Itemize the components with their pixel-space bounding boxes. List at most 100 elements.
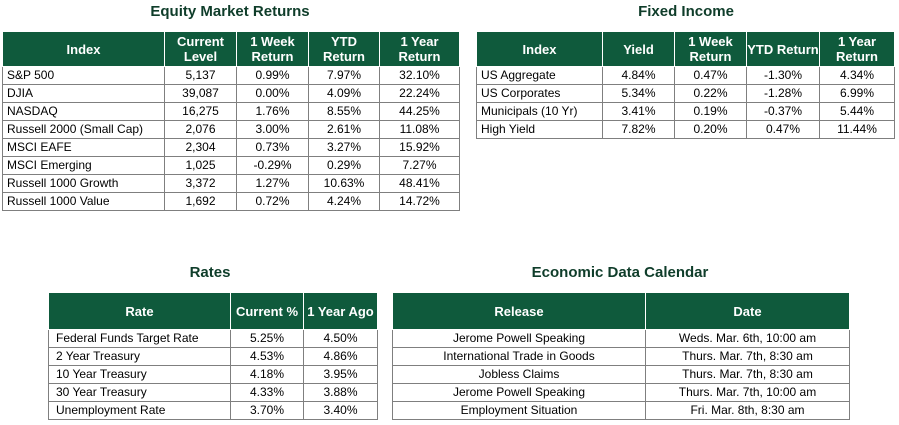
cell: 14.72% xyxy=(379,192,460,211)
index-name: Russell 2000 (Small Cap) xyxy=(2,120,165,139)
cell: 16,275 xyxy=(164,102,237,121)
cell: 4.33% xyxy=(230,383,304,402)
col-header-ytd-return: YTD Return xyxy=(746,31,820,67)
rate-name: Unemployment Rate xyxy=(48,401,231,420)
col-header-index: Index xyxy=(2,31,165,67)
cell: 2.61% xyxy=(308,120,380,139)
cell: 2,076 xyxy=(164,120,237,139)
cell: 7.27% xyxy=(379,156,460,175)
calendar-table: Release Date Jerome Powell Speaking Weds.… xyxy=(392,292,850,420)
table-row: S&P 500 5,137 0.99% 7.97% 32.10% xyxy=(2,66,460,85)
release-date: Thurs. Mar. 7th, 8:30 am xyxy=(645,347,850,366)
cell: 5.34% xyxy=(602,84,675,103)
cell: 0.22% xyxy=(674,84,747,103)
col-header-yield: Yield xyxy=(602,31,675,67)
release-name: Jerome Powell Speaking xyxy=(392,329,646,348)
table-row: NASDAQ 16,275 1.76% 8.55% 44.25% xyxy=(2,102,460,121)
cell: 3.70% xyxy=(230,401,304,420)
table-row: Russell 1000 Growth 3,372 1.27% 10.63% 48.41… xyxy=(2,174,460,193)
cell: 15.92% xyxy=(379,138,460,157)
cell: 11.08% xyxy=(379,120,460,139)
table-row: Russell 2000 (Small Cap) 2,076 3.00% 2.61% 1… xyxy=(2,120,460,139)
index-name: NASDAQ xyxy=(2,102,165,121)
cell: 3.95% xyxy=(303,365,378,384)
cell: 10.63% xyxy=(308,174,380,193)
table-row: Municipals (10 Yr) 3.41% 0.19% -0.37% 5.44% xyxy=(476,102,895,121)
index-name: DJIA xyxy=(2,84,165,103)
rate-name: 10 Year Treasury xyxy=(48,365,231,384)
cell: 5.44% xyxy=(819,102,895,121)
cell: 0.20% xyxy=(674,120,747,139)
equity-table: Index Current Level 1 Week Return YTD Re… xyxy=(2,31,460,211)
cell: 5.25% xyxy=(230,329,304,348)
col-header-1-year-ago: 1 Year Ago xyxy=(303,292,378,330)
table-row: Federal Funds Target Rate 5.25% 4.50% xyxy=(48,329,378,348)
release-date: Weds. Mar. 6th, 10:00 am xyxy=(645,329,850,348)
table-row: International Trade in Goods Thurs. Mar. … xyxy=(392,347,850,366)
table-row: MSCI EAFE 2,304 0.73% 3.27% 15.92% xyxy=(2,138,460,157)
cell: 8.55% xyxy=(308,102,380,121)
cell: 1,025 xyxy=(164,156,237,175)
cell: 32.10% xyxy=(379,66,460,85)
release-name: International Trade in Goods xyxy=(392,347,646,366)
fixed-income-table: Index Yield 1 Week Return YTD Return 1 Y… xyxy=(476,31,895,139)
table-row: 10 Year Treasury 4.18% 3.95% xyxy=(48,365,378,384)
cell: 11.44% xyxy=(819,120,895,139)
cell: 4.09% xyxy=(308,84,380,103)
cell: 1.76% xyxy=(236,102,309,121)
col-header-rate: Rate xyxy=(48,292,231,330)
equity-title: Equity Market Returns xyxy=(150,3,310,20)
table-row: Jerome Powell Speaking Thurs. Mar. 7th, 1… xyxy=(392,383,850,402)
cell: -0.37% xyxy=(746,102,820,121)
cell: 4.34% xyxy=(819,66,895,85)
cell: 22.24% xyxy=(379,84,460,103)
col-header-1-week-return: 1 Week Return xyxy=(236,31,309,67)
cell: 0.19% xyxy=(674,102,747,121)
col-header-current-percent: Current % xyxy=(230,292,304,330)
release-date: Thurs. Mar. 7th, 8:30 am xyxy=(645,365,850,384)
index-name: US Corporates xyxy=(476,84,603,103)
col-header-1-year-return: 1 Year Return xyxy=(819,31,895,67)
cell: 7.97% xyxy=(308,66,380,85)
table-row: Jobless Claims Thurs. Mar. 7th, 8:30 am xyxy=(392,365,850,384)
index-name: Russell 1000 Value xyxy=(2,192,165,211)
cell: 3.27% xyxy=(308,138,380,157)
cell: 4.53% xyxy=(230,347,304,366)
release-name: Jerome Powell Speaking xyxy=(392,383,646,402)
index-name: Municipals (10 Yr) xyxy=(476,102,603,121)
col-header-index: Index xyxy=(476,31,603,67)
cell: 4.50% xyxy=(303,329,378,348)
cell: 48.41% xyxy=(379,174,460,193)
cell: 4.86% xyxy=(303,347,378,366)
rates-title: Rates xyxy=(189,264,231,281)
table-row: 30 Year Treasury 4.33% 3.88% xyxy=(48,383,378,402)
cell: -1.30% xyxy=(746,66,820,85)
rate-name: Federal Funds Target Rate xyxy=(48,329,231,348)
cell: 3.41% xyxy=(602,102,675,121)
col-header-ytd-return: YTD Return xyxy=(308,31,380,67)
index-name: US Aggregate xyxy=(476,66,603,85)
table-row: High Yield 7.82% 0.20% 0.47% 11.44% xyxy=(476,120,895,139)
release-date: Thurs. Mar. 7th, 10:00 am xyxy=(645,383,850,402)
cell: 0.47% xyxy=(674,66,747,85)
cell: 0.29% xyxy=(308,156,380,175)
cell: 4.84% xyxy=(602,66,675,85)
release-date: Fri. Mar. 8th, 8:30 am xyxy=(645,401,850,420)
index-name: MSCI Emerging xyxy=(2,156,165,175)
cell: 0.99% xyxy=(236,66,309,85)
table-row: MSCI Emerging 1,025 -0.29% 0.29% 7.27% xyxy=(2,156,460,175)
table-row: Employment Situation Fri. Mar. 8th, 8:30 … xyxy=(392,401,850,420)
cell: 0.00% xyxy=(236,84,309,103)
index-name: S&P 500 xyxy=(2,66,165,85)
index-name: Russell 1000 Growth xyxy=(2,174,165,193)
table-row: US Aggregate 4.84% 0.47% -1.30% 4.34% xyxy=(476,66,895,85)
table-row: Jerome Powell Speaking Weds. Mar. 6th, 10… xyxy=(392,329,850,348)
table-row: Unemployment Rate 3.70% 3.40% xyxy=(48,401,378,420)
cell: -1.28% xyxy=(746,84,820,103)
table-row: DJIA 39,087 0.00% 4.09% 22.24% xyxy=(2,84,460,103)
cell: 2,304 xyxy=(164,138,237,157)
col-header-1-week-return: 1 Week Return xyxy=(674,31,747,67)
index-name: High Yield xyxy=(476,120,603,139)
col-header-1-year-return: 1 Year Return xyxy=(379,31,460,67)
release-name: Employment Situation xyxy=(392,401,646,420)
